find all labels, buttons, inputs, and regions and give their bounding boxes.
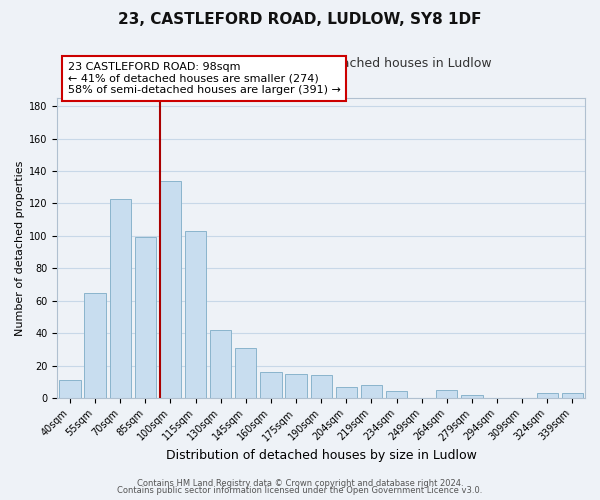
- Bar: [260, 372, 281, 398]
- Bar: [85, 292, 106, 398]
- Text: 23 CASTLEFORD ROAD: 98sqm
← 41% of detached houses are smaller (274)
58% of semi: 23 CASTLEFORD ROAD: 98sqm ← 41% of detac…: [68, 62, 341, 95]
- Bar: [461, 394, 482, 398]
- Bar: [110, 198, 131, 398]
- Bar: [134, 238, 156, 398]
- Bar: [335, 386, 357, 398]
- Title: Size of property relative to detached houses in Ludlow: Size of property relative to detached ho…: [151, 58, 492, 70]
- Bar: [361, 385, 382, 398]
- Text: 23, CASTLEFORD ROAD, LUDLOW, SY8 1DF: 23, CASTLEFORD ROAD, LUDLOW, SY8 1DF: [118, 12, 482, 28]
- Bar: [210, 330, 232, 398]
- Bar: [59, 380, 80, 398]
- Bar: [311, 375, 332, 398]
- Bar: [286, 374, 307, 398]
- Bar: [185, 231, 206, 398]
- Bar: [235, 348, 256, 398]
- Text: Contains HM Land Registry data © Crown copyright and database right 2024.: Contains HM Land Registry data © Crown c…: [137, 478, 463, 488]
- Bar: [562, 393, 583, 398]
- Bar: [160, 180, 181, 398]
- X-axis label: Distribution of detached houses by size in Ludlow: Distribution of detached houses by size …: [166, 450, 476, 462]
- Bar: [386, 392, 407, 398]
- Bar: [536, 393, 558, 398]
- Text: Contains public sector information licensed under the Open Government Licence v3: Contains public sector information licen…: [118, 486, 482, 495]
- Y-axis label: Number of detached properties: Number of detached properties: [15, 160, 25, 336]
- Bar: [436, 390, 457, 398]
